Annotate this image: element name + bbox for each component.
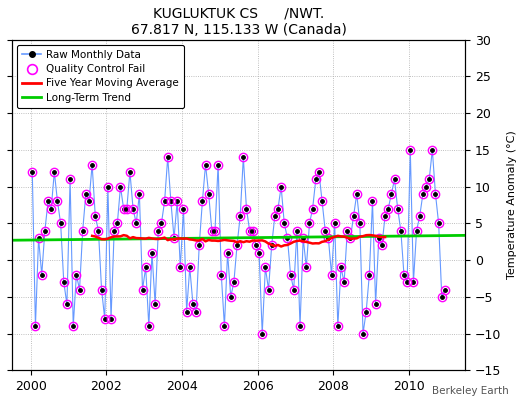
Text: Berkeley Earth: Berkeley Earth <box>432 386 508 396</box>
Y-axis label: Temperature Anomaly (°C): Temperature Anomaly (°C) <box>507 131 517 279</box>
Title: KUGLUKTUK CS      /NWT.
67.817 N, 115.133 W (Canada): KUGLUKTUK CS /NWT. 67.817 N, 115.133 W (… <box>130 7 346 37</box>
Legend: Raw Monthly Data, Quality Control Fail, Five Year Moving Average, Long-Term Tren: Raw Monthly Data, Quality Control Fail, … <box>17 45 184 108</box>
